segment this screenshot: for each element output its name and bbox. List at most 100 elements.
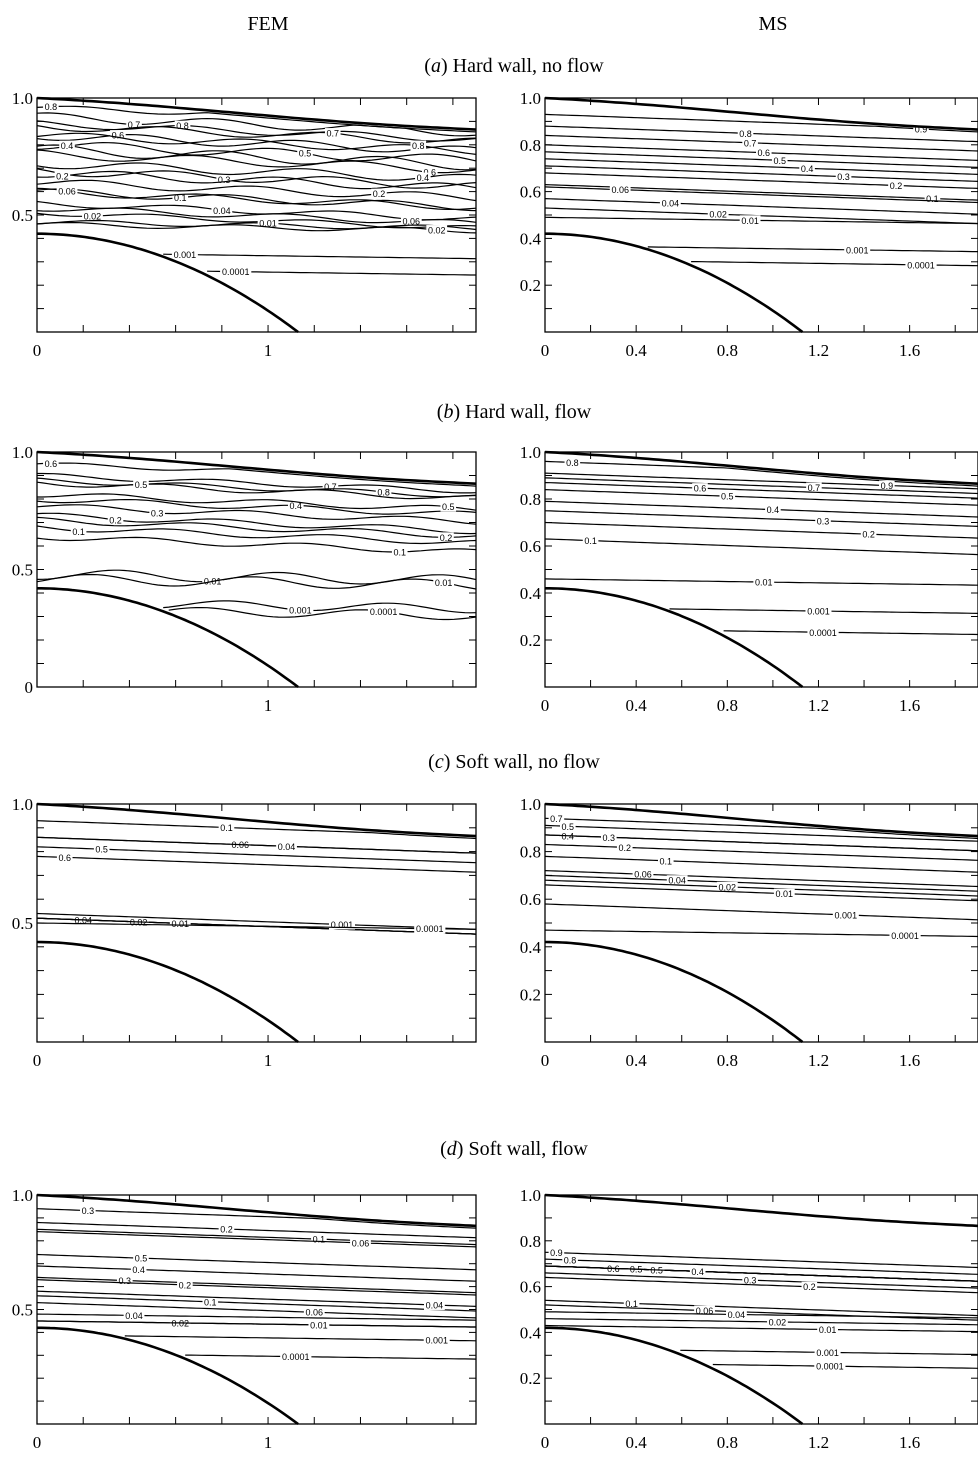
lower-body-boundary: [545, 1328, 803, 1424]
column-header-fem: FEM: [247, 13, 288, 35]
contour-panel-ms-b: 0.80.90.70.60.50.40.30.20.10.010.0010.00…: [520, 443, 978, 715]
contour-label: 0.0001: [907, 260, 935, 270]
upper-wall: [545, 804, 978, 836]
contour-label: 0.2: [619, 843, 632, 853]
contour-label: 0.1: [220, 823, 233, 833]
contour-label: 0.8: [739, 129, 752, 139]
x-tick-label: 1.6: [899, 341, 920, 360]
contour-label: 0.2: [803, 1282, 816, 1292]
contour-line: [545, 166, 978, 182]
contour-line: [545, 539, 978, 555]
contour-label: 0.5: [442, 502, 455, 512]
contour-line: [37, 821, 476, 839]
contour-label: 0.001: [846, 245, 869, 255]
contour-label: 0.01: [741, 216, 759, 226]
contour-label: 0.0001: [282, 1352, 310, 1362]
row-title: (c) Soft wall, no flow: [428, 751, 600, 773]
contour-label: 0.06: [58, 186, 76, 196]
contour-label: 0.0001: [416, 924, 444, 934]
column-header-ms: MS: [759, 13, 788, 35]
y-tick-label: 0.8: [520, 136, 541, 155]
contour-line: [37, 463, 476, 486]
contour-label: 0.01: [776, 889, 794, 899]
y-tick-label: 0.5: [12, 561, 33, 580]
contour-line: [545, 1326, 978, 1332]
contour-label: 0.2: [109, 515, 122, 525]
contour-line: [37, 1321, 476, 1327]
y-tick-label: 0.2: [520, 631, 541, 650]
upper-wall: [545, 98, 978, 130]
contour-label: 0.5: [135, 1254, 148, 1264]
contour-label: 0.1: [926, 194, 939, 204]
row-title: (a) Hard wall, no flow: [424, 55, 604, 77]
plot-frame: [37, 1195, 476, 1424]
y-tick-label: 1.0: [12, 795, 33, 814]
upper-wall: [37, 804, 476, 836]
contour-label: 0.01: [755, 578, 773, 588]
contour-line: [545, 501, 978, 517]
contour-line: [185, 1355, 476, 1359]
contour-line: [37, 923, 476, 929]
contour-line: [37, 494, 476, 510]
plot-frame: [545, 98, 978, 332]
lower-body-boundary: [37, 234, 298, 332]
y-tick-label: 1.0: [12, 443, 33, 462]
y-tick-label: 0.2: [520, 276, 541, 295]
contour-label: 0.1: [660, 856, 673, 866]
contour-line: [545, 511, 978, 527]
x-tick-label: 0: [33, 1433, 42, 1452]
contour-line: [545, 1319, 978, 1325]
contour-label: 0.5: [299, 149, 312, 159]
contour-label: 0.02: [428, 226, 446, 236]
x-tick-label: 0: [33, 341, 42, 360]
contour-line: [37, 1266, 476, 1281]
y-tick-label: 1.0: [520, 1186, 541, 1205]
contour-label: 0.4: [61, 141, 74, 151]
contour-label: 0.0001: [816, 1362, 844, 1372]
y-tick-label: 0.4: [520, 229, 542, 248]
y-tick-label: 1.0: [520, 443, 541, 462]
contour-label: 0.1: [584, 536, 597, 546]
y-tick-label: 0.6: [520, 1278, 541, 1297]
row-title: (d) Soft wall, flow: [440, 1138, 588, 1160]
contour-line: [724, 631, 978, 635]
contour-line: [169, 608, 476, 620]
contour-line: [545, 461, 978, 486]
contour-label: 0.5: [721, 492, 734, 502]
contour-label: 0.1: [393, 547, 406, 557]
contour-panel-fem-a: 0.80.70.80.70.60.50.80.40.60.30.40.20.20…: [12, 89, 476, 360]
contour-label: 0.3: [119, 1276, 132, 1286]
x-tick-label: 1: [264, 1051, 273, 1070]
contour-line: [545, 1273, 978, 1288]
x-tick-label: 1.6: [899, 1433, 920, 1452]
lower-body-boundary: [545, 942, 803, 1042]
contour-line: [545, 875, 978, 891]
contour-label: 0.01: [819, 1325, 837, 1335]
contour-label: 0.4: [132, 1265, 145, 1275]
contour-label: 0.3: [817, 516, 830, 526]
contour-label: 0.2: [220, 1225, 233, 1235]
contour-line: [37, 150, 476, 173]
x-tick-label: 0: [541, 341, 550, 360]
contour-line: [37, 1232, 476, 1247]
contour-label: 0.001: [331, 920, 354, 930]
contour-line: [545, 199, 978, 215]
x-tick-label: 1.2: [808, 1433, 829, 1452]
contour-line: [125, 1336, 476, 1341]
contour-line: [37, 106, 476, 132]
upper-wall: [545, 1195, 978, 1226]
contour-label: 0.6: [45, 459, 58, 469]
contour-label: 0.06: [611, 185, 629, 195]
y-tick-label: 1.0: [520, 89, 541, 108]
contour-label: 0.4: [767, 505, 780, 515]
contour-line: [37, 505, 476, 524]
x-tick-label: 0.8: [717, 1051, 738, 1070]
x-tick-label: 0.4: [626, 1433, 648, 1452]
contour-label: 0.001: [835, 910, 858, 920]
contour-label: 0.3: [82, 1206, 95, 1216]
contour-line: [545, 483, 978, 499]
contour-line: [545, 871, 978, 887]
